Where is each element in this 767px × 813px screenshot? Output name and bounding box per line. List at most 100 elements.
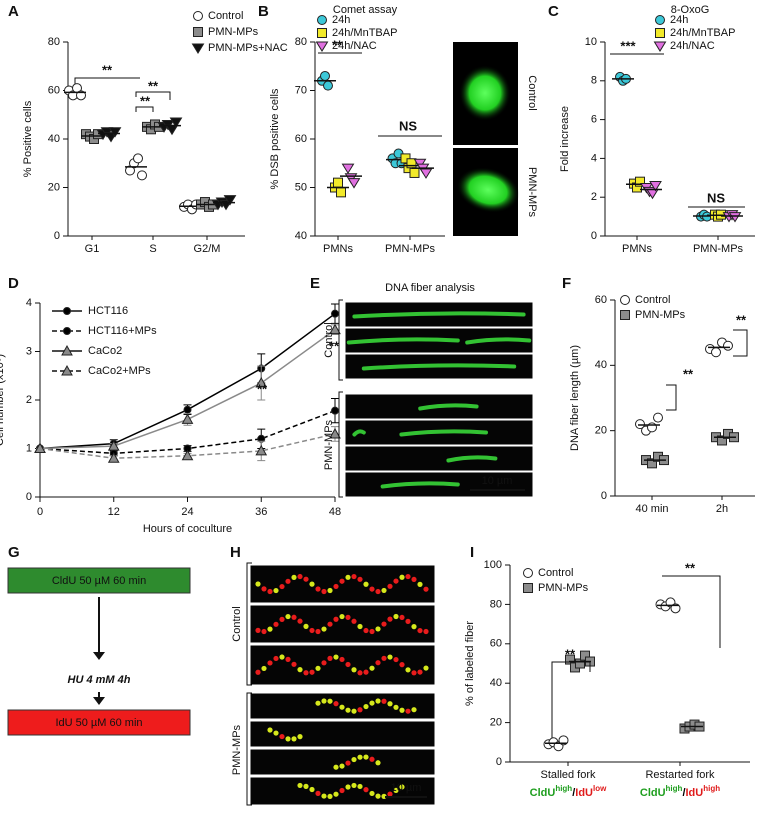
data-point — [183, 405, 192, 414]
legend-marker — [655, 15, 665, 25]
sublabel-part: CldU — [640, 787, 666, 799]
data-point — [137, 170, 147, 181]
label-dot — [363, 669, 369, 675]
label-dot — [321, 588, 327, 595]
data-point — [717, 435, 727, 446]
label-dot — [405, 618, 411, 624]
label-dot — [399, 614, 405, 621]
label-dot — [357, 783, 363, 790]
legend-label: 24h/MnTBAP — [670, 27, 735, 39]
label-dot — [423, 628, 429, 635]
panel-letter: F — [562, 275, 571, 292]
image-label: Control — [323, 322, 335, 357]
legend-label: PMN-MPs — [538, 582, 589, 594]
label-dot — [309, 627, 315, 634]
label-dot — [369, 700, 375, 706]
scale-bar-label: 10 µm — [482, 475, 513, 487]
data-point — [34, 442, 46, 453]
label-dot — [381, 621, 387, 627]
label-dot — [387, 616, 393, 622]
data-point — [181, 413, 194, 424]
label-dot — [423, 665, 429, 671]
label-dot — [399, 707, 405, 713]
label-dot — [363, 581, 369, 587]
legend-marker — [63, 327, 71, 335]
y-tick-label: 40 — [48, 133, 60, 145]
panel-title: DNA fiber analysis — [385, 282, 475, 294]
fiber — [352, 311, 526, 319]
panel-letter: D — [8, 275, 19, 292]
group-bracket — [338, 391, 343, 498]
annotation: ** — [685, 560, 696, 575]
fiber — [465, 337, 532, 345]
label-dot — [261, 628, 267, 635]
label-dot — [363, 754, 369, 760]
label-dot — [321, 793, 327, 799]
fiber — [446, 455, 498, 463]
panel-letter: I — [470, 544, 474, 561]
label-dot — [291, 614, 297, 620]
y-tick-label: 20 — [490, 717, 502, 729]
label-dot — [357, 707, 363, 713]
label-dot — [273, 655, 279, 662]
label-dot — [339, 613, 345, 620]
label-dot — [309, 581, 315, 587]
step-box — [7, 567, 191, 594]
label-dot — [351, 667, 357, 673]
data-point — [723, 340, 733, 351]
label-dot — [417, 581, 423, 587]
label-dot — [339, 763, 345, 769]
annotation: ** — [565, 646, 576, 661]
annotation: NS — [707, 190, 725, 205]
label-dot — [399, 574, 405, 580]
category-sublabel: CldUhigh/IdUlow — [530, 784, 607, 799]
label-dot — [375, 698, 381, 704]
label-dot — [285, 578, 291, 584]
annotation: ** — [332, 37, 343, 52]
fiber — [346, 337, 460, 345]
label-dot — [339, 704, 345, 710]
label-dot — [411, 624, 417, 630]
series-line — [39, 329, 336, 450]
label-dot — [255, 627, 261, 633]
x-tick-label: 48 — [329, 506, 341, 518]
legend-marker — [523, 568, 533, 578]
label-dot — [321, 660, 327, 666]
significance-bracket — [733, 329, 748, 357]
label-dot — [351, 708, 357, 714]
label-dot — [267, 727, 273, 733]
legend-marker — [315, 41, 329, 52]
label-dot — [393, 704, 399, 710]
label-dot — [291, 736, 297, 742]
label-dot — [399, 784, 405, 790]
legend-label: 24h/NAC — [670, 40, 715, 52]
y-tick-label: 10 — [585, 36, 597, 48]
label-dot — [285, 613, 291, 620]
legend-marker — [655, 28, 665, 38]
label-dot — [357, 670, 363, 676]
label-dot — [285, 736, 291, 742]
sublabel-part: IdU — [575, 787, 593, 799]
step-label: IdU 50 µM 60 min — [55, 717, 142, 729]
y-tick-label: 60 — [48, 84, 60, 96]
x-tick-label: 2h — [716, 503, 728, 515]
data-point — [108, 127, 122, 138]
arrow-head — [93, 652, 105, 660]
y-tick-label: 1 — [26, 442, 32, 454]
image-label: Control — [526, 75, 538, 110]
label-dot — [363, 787, 369, 793]
legend-label: 24h/MnTBAP — [332, 27, 397, 39]
legend-label: Control — [208, 10, 243, 22]
x-tick-label: 40 min — [635, 503, 668, 515]
y-tick-label: 0 — [601, 490, 607, 502]
label-dot — [333, 583, 339, 590]
significance-bracket — [74, 77, 140, 84]
y-tick-label: 80 — [295, 36, 307, 48]
y-tick-label: 0 — [496, 756, 502, 768]
legend-marker — [63, 307, 71, 315]
label-dot — [279, 616, 285, 622]
label-dot — [297, 667, 303, 673]
y-tick-label: 40 — [295, 230, 307, 242]
panel-letter: G — [8, 544, 20, 561]
label-dot — [411, 576, 417, 583]
